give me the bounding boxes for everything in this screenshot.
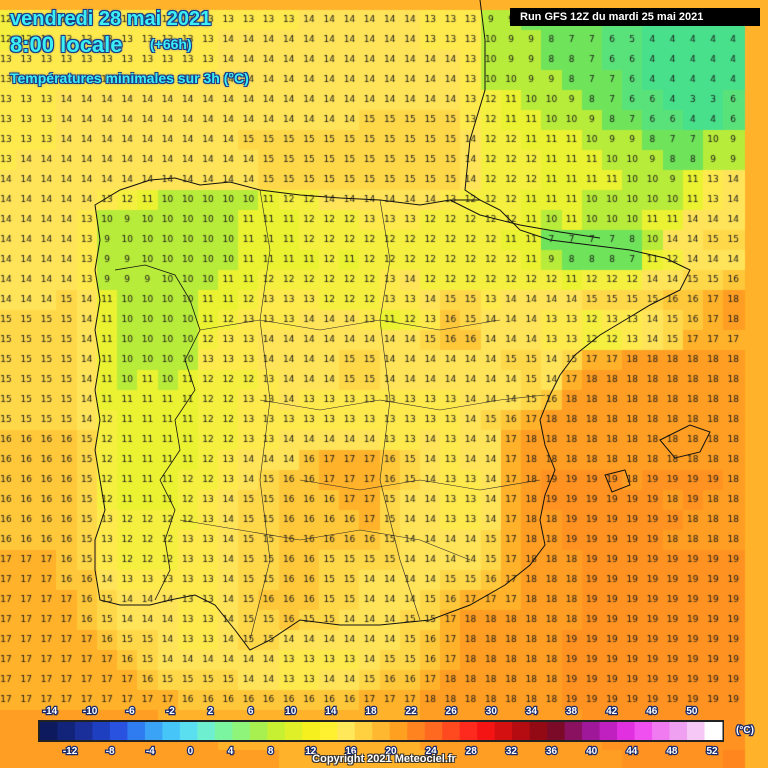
legend-top-label: -14 (43, 706, 58, 717)
legend-swatch (512, 722, 531, 740)
legend-top-label: -10 (83, 706, 98, 717)
legend-swatch (74, 722, 93, 740)
legend-bottom-label: 12 (305, 746, 317, 757)
legend-bottom-label: 48 (666, 746, 678, 757)
legend-top-label: 50 (686, 706, 698, 717)
legend-bottom-label: 32 (506, 746, 518, 757)
legend-top-label: 10 (285, 706, 297, 717)
legend-bottom-label: 28 (466, 746, 478, 757)
legend-top-label: 2 (208, 706, 214, 717)
legend-swatch (494, 722, 513, 740)
legend-bottom-label: -12 (63, 746, 78, 757)
legend-top-label: 34 (526, 706, 538, 717)
legend-swatch (40, 722, 58, 740)
legend-swatch (477, 722, 496, 740)
legend-swatch (617, 722, 636, 740)
legend-bottom-label: 24 (426, 746, 438, 757)
legend-top-label: 26 (446, 706, 458, 717)
legend-swatch (284, 722, 303, 740)
legend-swatch (197, 722, 216, 740)
legend-swatch (319, 722, 338, 740)
legend-swatch (704, 722, 723, 740)
legend-bottom-label: 52 (706, 746, 718, 757)
legend-top-label: 38 (566, 706, 578, 717)
legend-swatch (547, 722, 566, 740)
legend-swatch (407, 722, 426, 740)
legend-bottom-label: -4 (146, 746, 155, 757)
run-info-banner: Run GFS 12Z du mardi 25 mai 2021 (510, 8, 760, 26)
legend-swatch (459, 722, 478, 740)
legend-bottom-label: 16 (345, 746, 357, 757)
legend-swatch (92, 722, 111, 740)
legend-swatch (144, 722, 163, 740)
legend-swatch (109, 722, 128, 740)
map-subtitle: Températures minimales sur 3h (°C) (10, 70, 249, 86)
legend-swatch (127, 722, 146, 740)
legend-top-label: 6 (248, 706, 254, 717)
legend-swatch (214, 722, 233, 740)
legend-swatch (442, 722, 461, 740)
legend-top-label: 18 (365, 706, 377, 717)
legend-swatch (652, 722, 671, 740)
temperature-legend: -14 -10 -6 -2 2 6 10 14 18 22 26 30 34 38 42 46 50-12 -8-… (38, 705, 755, 758)
legend-swatch (267, 722, 286, 740)
legend-bottom-label: 8 (268, 746, 274, 757)
legend-swatch (634, 722, 653, 740)
legend-swatch (57, 722, 76, 740)
forecast-date: vendredi 28 mai 2021 (10, 8, 212, 30)
forecast-lead-time: (+66h) (150, 36, 192, 52)
legend-swatch (529, 722, 548, 740)
legend-top-label: -6 (126, 706, 135, 717)
legend-bottom-label: 36 (546, 746, 558, 757)
legend-swatch (354, 722, 373, 740)
legend-top-label: -2 (166, 706, 175, 717)
legend-top-label: 42 (606, 706, 618, 717)
legend-bottom-label: 0 (188, 746, 194, 757)
legend-swatch (372, 722, 391, 740)
legend-bottom-label: 4 (228, 746, 234, 757)
legend-top-label: 46 (646, 706, 658, 717)
legend-top-label: 14 (325, 706, 337, 717)
legend-top-label: 30 (486, 706, 498, 717)
legend-swatch (389, 722, 408, 740)
legend-bottom-label: 20 (385, 746, 397, 757)
legend-swatch (249, 722, 268, 740)
legend-bottom-label: 44 (626, 746, 638, 757)
legend-swatch (302, 722, 321, 740)
legend-swatch (599, 722, 618, 740)
legend-top-label: 22 (406, 706, 418, 717)
legend-swatch (337, 722, 356, 740)
legend-swatch (424, 722, 443, 740)
legend-bottom-label: -8 (106, 746, 115, 757)
legend-swatch (564, 722, 583, 740)
forecast-time: 8:00 locale (10, 32, 123, 57)
copyright-notice: Copyright 2021 Meteociel.fr (312, 753, 456, 765)
legend-swatch (162, 722, 181, 740)
legend-swatch (687, 722, 706, 740)
legend-swatch (582, 722, 601, 740)
legend-bottom-label: 40 (586, 746, 598, 757)
legend-swatch (179, 722, 198, 740)
legend-swatch (232, 722, 251, 740)
legend-swatch (669, 722, 688, 740)
legend-unit: (°C) (736, 725, 754, 736)
